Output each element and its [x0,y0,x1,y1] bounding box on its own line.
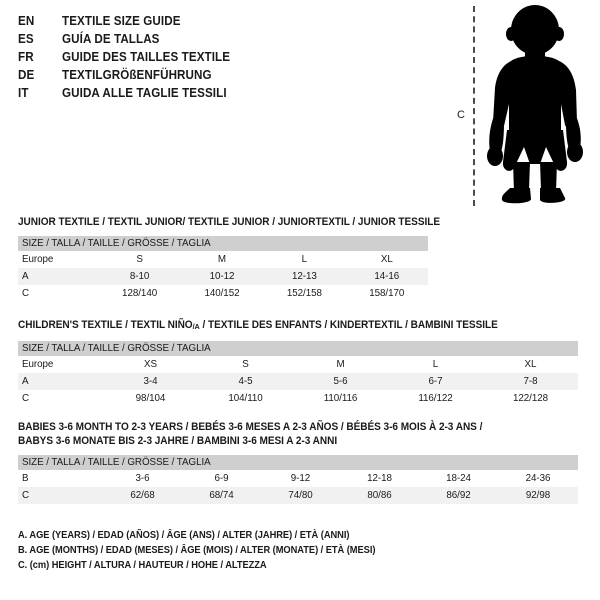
cell: 104/110 [198,389,293,407]
cell: 74/80 [261,487,340,504]
cell: 8-10 [98,268,181,285]
height-measure-figure: C [440,4,595,209]
cell: 7-8 [483,372,578,390]
cell: 62/68 [103,487,182,504]
language-row-fr: FR GUIDE DES TAILLES TEXTILE [18,48,418,66]
table-row: A 8-10 10-12 12-13 14-16 [18,268,428,285]
cell: 3-6 [103,470,182,487]
cell: 12-18 [340,470,419,487]
cell: 5-6 [293,372,388,390]
section-title-children-post: / TEXTILE DES ENFANTS / KINDERTEXTIL / B… [199,319,498,331]
language-code: FR [18,50,34,64]
footnote-c: C. (cm) HEIGHT / ALTURA / HAUTEUR / HÖHE… [18,560,267,571]
row-label: Europe [18,355,103,373]
row-label: A [18,268,99,285]
section-babies-textile: BABIES 3-6 MONTH TO 2-3 YEARS / BEBÉS 3-… [18,420,578,504]
section-title-junior: JUNIOR TEXTILE / TEXTIL JUNIOR/ TEXTILE … [18,216,441,228]
cell: 122/128 [483,389,578,407]
cell: 24-36 [498,470,578,487]
child-silhouette-icon [480,4,590,211]
cell: 128/140 [98,285,181,302]
language-title: GUÍA DE TALLAS [62,32,160,46]
language-code: DE [18,68,35,82]
language-title: GUIDA ALLE TAGLIE TESSILI [62,86,227,100]
footnote-a: A. AGE (YEARS) / EDAD (AÑOS) / ÂGE (ANS)… [18,530,350,541]
section-children-textile: CHILDREN'S TEXTILE / TEXTIL NIÑO/A / TEX… [18,318,578,407]
cell: 152/158 [263,285,346,302]
language-row-it: IT GUIDA ALLE TAGLIE TESSILI [18,84,418,102]
table-row: B 3-6 6-9 9-12 12-18 18-24 24-36 [18,470,578,487]
legend-footnotes: A. AGE (YEARS) / EDAD (AÑOS) / ÂGE (ANS)… [18,528,394,573]
cell: XL [483,355,578,373]
cell: 18-24 [419,470,498,487]
language-code: EN [18,14,35,28]
cell: L [263,251,346,268]
table-row: C 98/104 104/110 110/116 116/122 122/128 [18,389,578,407]
cell: 68/74 [182,487,261,504]
row-label: A [18,372,103,390]
language-code: IT [18,86,29,100]
section-title-children-sub: /A [192,321,200,331]
cell: 14-16 [345,268,428,285]
cell: M [293,355,388,373]
cell: M [180,251,264,268]
footnote-b: B. AGE (MONTHS) / EDAD (MESES) / ÂGE (MO… [18,545,376,556]
cell: 116/122 [388,389,483,407]
cell: 86/92 [419,487,498,504]
cell: 92/98 [498,487,578,504]
row-label: C [18,389,103,407]
language-title-list: EN TEXTILE SIZE GUIDE ES GUÍA DE TALLAS … [18,12,418,102]
table-row: C 128/140 140/152 152/158 158/170 [18,285,428,302]
height-dashed-line [473,6,475,206]
row-label: C [18,285,99,302]
cell: 9-12 [261,470,340,487]
section-title-babies-line1: BABIES 3-6 MONTH TO 2-3 YEARS / BEBÉS 3-… [18,421,483,433]
cell: XL [345,251,428,268]
language-row-en: EN TEXTILE SIZE GUIDE [18,12,418,30]
cell: 158/170 [345,285,428,302]
row-label: C [18,487,103,504]
height-measure-label: C [456,108,466,123]
cell: 4-5 [198,372,293,390]
cell: 10-12 [180,268,264,285]
row-label: Europe [18,251,99,268]
junior-size-table: Europe S M L XL A 8-10 10-12 12-13 14-16… [18,251,428,302]
table-row: Europe S M L XL [18,251,428,268]
cell: S [98,251,181,268]
section-title-children: CHILDREN'S TEXTILE / TEXTIL NIÑO/A / TEX… [18,318,550,334]
size-header-bar-junior: SIZE / TALLA / TAILLE / GRÖSSE / TAGLIA [18,236,428,251]
size-header-bar-babies: SIZE / TALLA / TAILLE / GRÖSSE / TAGLIA [18,455,578,470]
size-header-bar-children: SIZE / TALLA / TAILLE / GRÖSSE / TAGLIA [18,340,578,356]
cell: XS [103,355,198,373]
children-size-table: Europe XS S M L XL A 3-4 4-5 5-6 6-7 7-8… [18,355,578,407]
table-row: Europe XS S M L XL [18,355,578,373]
section-title-babies-line2: BABYS 3-6 MONATE BIS 2-3 JAHRE / BAMBINI… [18,435,338,447]
table-row: C 62/68 68/74 74/80 80/86 86/92 92/98 [18,487,578,504]
language-code: ES [18,32,34,46]
cell: L [388,355,483,373]
cell: 3-4 [103,372,198,390]
language-title: TEXTILE SIZE GUIDE [62,14,181,28]
language-title: GUIDE DES TAILLES TEXTILE [62,50,231,64]
cell: 6-7 [388,372,483,390]
section-junior-textile: JUNIOR TEXTILE / TEXTIL JUNIOR/ TEXTILE … [18,215,441,302]
language-row-es: ES GUÍA DE TALLAS [18,30,418,48]
section-title-children-pre: CHILDREN'S TEXTILE / TEXTIL NIÑO [18,319,193,331]
table-row: A 3-4 4-5 5-6 6-7 7-8 [18,372,578,390]
language-row-de: DE TEXTILGRÖßENFÜHRUNG [18,66,418,84]
row-label: B [18,470,103,487]
cell: 6-9 [182,470,261,487]
cell: 98/104 [103,389,198,407]
cell: 140/152 [180,285,264,302]
cell: S [198,355,293,373]
cell: 110/116 [293,389,388,407]
cell: 12-13 [263,268,346,285]
cell: 80/86 [340,487,419,504]
babies-size-table: B 3-6 6-9 9-12 12-18 18-24 24-36 C 62/68… [18,470,578,504]
language-title: TEXTILGRÖßENFÜHRUNG [62,68,212,82]
